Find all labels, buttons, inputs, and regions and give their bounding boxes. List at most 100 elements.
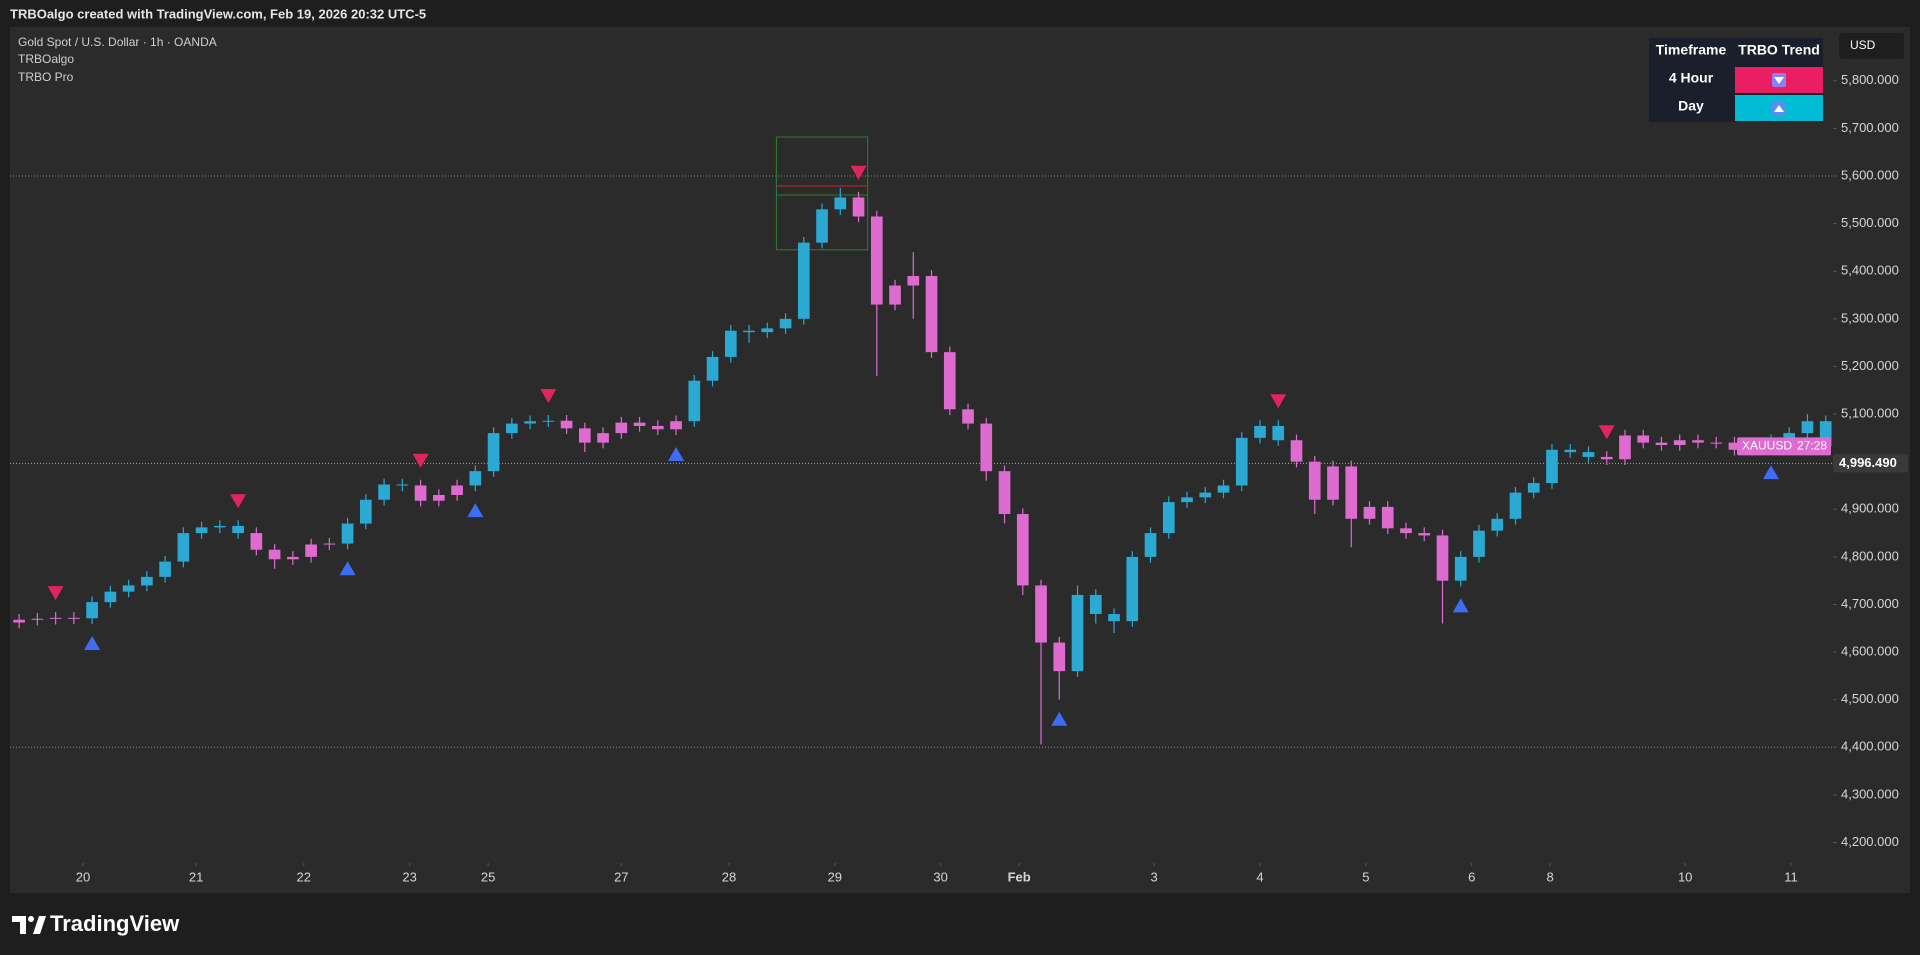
y-tick-label: 5,300.000 (1841, 310, 1899, 325)
buy-signal (1452, 598, 1469, 613)
sell-signal (1598, 425, 1615, 440)
candle-body (1418, 533, 1431, 536)
candle-body (1801, 421, 1814, 434)
candle-body (341, 523, 354, 544)
candle-body (13, 619, 25, 623)
x-tick-label: 4 (1256, 869, 1263, 884)
y-tick-label: 4,500.000 (1841, 691, 1899, 706)
x-tick-label: 20 (76, 869, 90, 884)
last-price-label: 4,996.490 (1839, 455, 1897, 470)
candle-body (1491, 518, 1504, 531)
candle-body (268, 549, 281, 560)
candle-body (633, 422, 646, 426)
candle-body (1673, 440, 1686, 445)
candle-body (378, 484, 390, 500)
candle-body (779, 318, 792, 329)
y-tick-label: 4,300.000 (1841, 786, 1899, 801)
x-tick-label: 11 (1784, 869, 1798, 884)
y-tick-label: 4,800.000 (1841, 548, 1899, 563)
candle-body (962, 409, 974, 424)
currency[interactable]: USD (1850, 38, 1876, 52)
candle-body (232, 525, 244, 534)
candle-body (1181, 497, 1193, 503)
candle-body (31, 618, 44, 620)
table-header: TRBO Trend (1738, 42, 1820, 58)
chart-panel (10, 27, 1910, 893)
candle-body (1272, 425, 1285, 441)
x-tick-label: 8 (1547, 869, 1554, 884)
candle-body (1308, 461, 1321, 500)
candle-body (1692, 440, 1704, 443)
candle-body (505, 423, 518, 434)
candle-body (1053, 642, 1066, 672)
candle-body (1126, 556, 1139, 622)
symbol-legend: Gold Spot / U.S. Dollar · 1h · OANDA (18, 35, 217, 49)
candle-body (761, 328, 774, 333)
candle-body (524, 421, 536, 424)
price-label-countdown: 27:28 (1797, 439, 1827, 453)
candle-body (615, 422, 628, 434)
indicator-legend: TRBO Pro (18, 70, 74, 84)
price-label-box (1737, 437, 1831, 456)
candle-body (1071, 594, 1084, 672)
candle-body (104, 591, 117, 603)
brand-logo (12, 916, 46, 934)
y-tick-label: 4,400.000 (1841, 739, 1899, 754)
candle-body (889, 285, 901, 305)
candle-body (451, 485, 463, 495)
candle-body (122, 585, 135, 592)
candle-body (1144, 533, 1157, 557)
candle-body (1290, 440, 1303, 462)
x-tick-label: 21 (189, 869, 203, 884)
candle-body (816, 209, 828, 243)
y-tick-label: 5,800.000 (1841, 72, 1899, 87)
candle-body (1710, 442, 1723, 444)
candle-body (1400, 528, 1412, 534)
candle-body (560, 420, 573, 429)
sell-signal (540, 389, 557, 404)
candle-body (1035, 585, 1047, 643)
candle-body (1655, 442, 1668, 445)
indicator-legend: TRBOalgo (18, 52, 74, 66)
price-label-symbol: XAUUSD (1742, 439, 1792, 453)
candle-body (360, 499, 372, 524)
buy-signal (84, 636, 101, 651)
candle-body (1381, 506, 1394, 529)
candle-body (870, 216, 883, 305)
zone-box (775, 136, 869, 251)
candle-body (159, 561, 171, 577)
x-tick-label: 29 (828, 869, 842, 884)
sell-signal (412, 453, 429, 468)
candle-body (305, 544, 317, 557)
candle-body (1454, 556, 1467, 581)
x-tick-label: 25 (481, 869, 495, 884)
candle-body (1436, 535, 1449, 581)
candle-body (578, 428, 591, 443)
trend-icon-arrow (1774, 105, 1784, 112)
candle-body (68, 617, 80, 619)
y-tick-label: 5,400.000 (1841, 263, 1899, 278)
candle-body (1527, 483, 1540, 493)
y-tick-label: 4,200.000 (1841, 834, 1899, 849)
candle-body (852, 197, 865, 217)
y-tick-label: 5,200.000 (1841, 358, 1899, 373)
last-price-box (1833, 454, 1908, 473)
x-tick-label: 23 (402, 869, 416, 884)
candle-body (706, 356, 719, 381)
sell-signal (1270, 394, 1287, 409)
plot (10, 136, 1833, 748)
x-tick-label: 22 (297, 869, 311, 884)
candle-body (1345, 466, 1358, 519)
candle-body (1327, 466, 1339, 500)
x-tick-label: 10 (1678, 869, 1692, 884)
candle-body (1582, 452, 1595, 457)
candle-body (1363, 506, 1376, 519)
candle-body (670, 421, 682, 430)
currency-box[interactable] (1839, 33, 1904, 59)
candle-body (1217, 485, 1230, 493)
candle-body (743, 330, 755, 333)
candle-body (1600, 456, 1613, 460)
x-tick-label: 27 (614, 869, 628, 884)
